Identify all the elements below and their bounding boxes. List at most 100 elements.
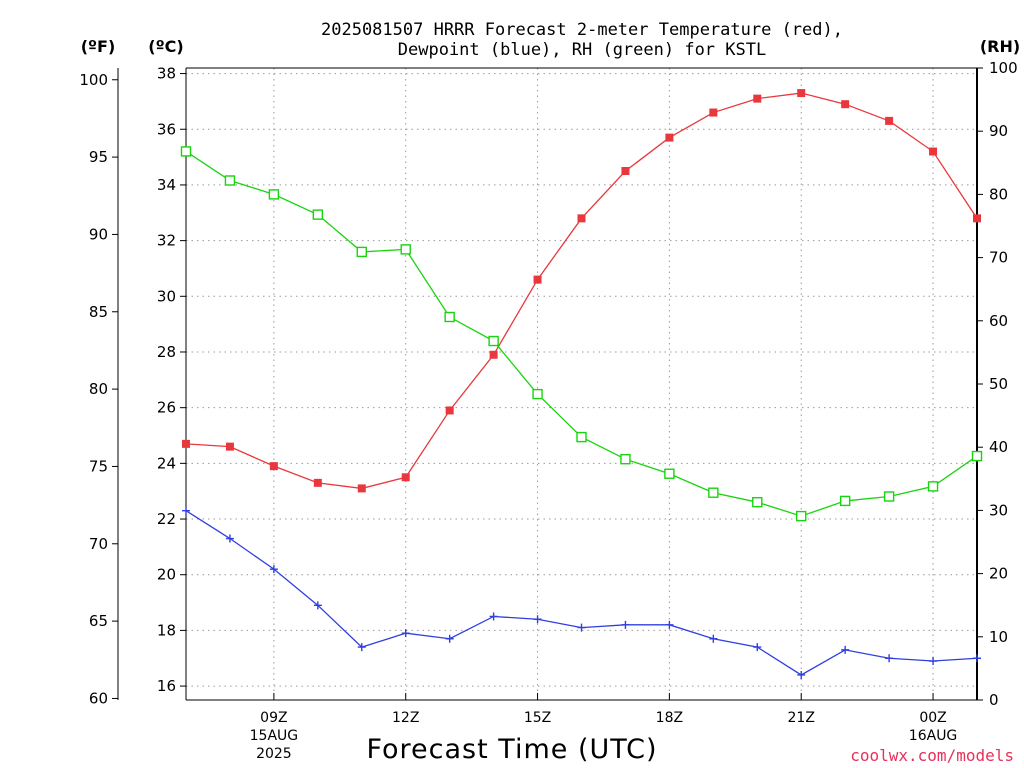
fahrenheit-tick-label: 80 (89, 380, 108, 398)
rh-tick-label: 100 (989, 59, 1018, 77)
temperature-line (185, 92, 978, 490)
rh-point (839, 495, 851, 507)
dewpoint-point (225, 534, 234, 543)
rh-tick-label: 20 (989, 565, 1008, 583)
dewpoint-series (182, 506, 981, 679)
celsius-tick-label: 22 (157, 510, 176, 528)
rh-tick-label: 40 (989, 438, 1008, 456)
celsius-tick-label: 28 (157, 343, 176, 361)
x-tick-label: 2025 (256, 746, 292, 762)
celsius-tick-label: 38 (157, 65, 176, 83)
rh-point (268, 189, 280, 200)
dewpoint-point (269, 565, 278, 574)
celsius-tick-label: 34 (157, 176, 176, 194)
axes: 6065707580859095100161820222426283032343… (79, 59, 1017, 762)
dewpoint-point (621, 620, 630, 629)
temperature-point (225, 442, 234, 451)
temperature-point (313, 478, 322, 487)
temperature-point (489, 350, 498, 359)
dewpoint-point (797, 670, 806, 679)
temperature-point (533, 275, 542, 284)
x-tick-label: 15AUG (250, 728, 299, 744)
rh-tick-label: 90 (989, 122, 1008, 140)
chart-title-line-2: Dewpoint (blue), RH (green) for KSTL (398, 40, 766, 60)
fahrenheit-tick-label: 75 (89, 457, 108, 475)
x-tick-label: 12Z (392, 710, 419, 726)
celsius-tick-label: 36 (157, 120, 176, 138)
celsius-axis-unit: (ºC) (148, 37, 183, 56)
temperature-point (929, 147, 938, 156)
dewpoint-point (665, 620, 674, 629)
dewpoint-point (885, 654, 894, 663)
temperature-point (753, 94, 762, 103)
dewpoint-point (709, 634, 718, 643)
temperature-point (621, 167, 630, 176)
rh-point (752, 496, 763, 508)
celsius-tick-label: 30 (157, 287, 176, 305)
rh-axis-unit: (RH) (980, 37, 1020, 56)
temperature-point (973, 214, 981, 223)
rh-point (576, 431, 587, 443)
temperature-point (577, 214, 586, 223)
rh-tick-label: 0 (989, 691, 999, 709)
x-tick-label: 09Z (260, 710, 287, 726)
x-tick-label: 00Z (919, 710, 946, 726)
rh-point (488, 335, 499, 347)
fahrenheit-tick-label: 65 (89, 612, 108, 630)
chart-title-line-1: 2025081507 HRRR Forecast 2-meter Tempera… (321, 20, 843, 40)
fahrenheit-tick-label: 85 (89, 303, 108, 321)
dewpoint-point (841, 645, 850, 654)
dewpoint-point (445, 634, 454, 643)
rh-point (400, 244, 411, 255)
rh-series (180, 146, 983, 522)
celsius-tick-label: 20 (157, 566, 176, 584)
rh-point (180, 146, 192, 157)
rh-point (444, 311, 455, 323)
rh-point (796, 510, 807, 522)
fahrenheit-tick-label: 100 (79, 71, 108, 89)
dewpoint-point (973, 654, 981, 663)
rh-point (971, 450, 983, 462)
credit-text: coolwx.com/models (850, 746, 1014, 765)
fahrenheit-axis-unit: (ºF) (81, 37, 116, 56)
dewpoint-point (753, 643, 762, 652)
rh-point (224, 175, 236, 186)
rh-point (356, 246, 367, 258)
temperature-point (445, 406, 454, 415)
dewpoint-point (577, 623, 586, 632)
dewpoint-line (185, 510, 978, 676)
x-tick-label: 16AUG (909, 728, 958, 744)
data-series (180, 89, 983, 679)
dewpoint-point (489, 612, 498, 621)
temperature-point (182, 439, 190, 448)
temperature-point (709, 108, 718, 117)
celsius-tick-label: 18 (157, 621, 176, 639)
x-axis-label: Forecast Time (UTC) (366, 734, 657, 765)
rh-line (185, 150, 978, 517)
celsius-tick-label: 24 (157, 454, 176, 472)
temperature-series (182, 89, 981, 493)
fahrenheit-tick-label: 90 (89, 225, 108, 243)
dewpoint-point (182, 506, 190, 515)
rh-point (883, 491, 895, 502)
temperature-point (357, 484, 366, 493)
dewpoint-point (401, 629, 410, 638)
rh-tick-label: 80 (989, 185, 1008, 203)
rh-point (312, 209, 324, 220)
x-tick-label: 21Z (788, 710, 815, 726)
rh-tick-label: 60 (989, 312, 1008, 330)
x-tick-label: 18Z (656, 710, 683, 726)
rh-point (664, 468, 675, 479)
celsius-tick-label: 26 (157, 399, 176, 417)
rh-tick-label: 70 (989, 249, 1008, 267)
grid-lines (186, 68, 977, 700)
rh-tick-label: 10 (989, 628, 1008, 646)
fahrenheit-tick-label: 95 (89, 148, 108, 166)
x-tick-label: 15Z (524, 710, 551, 726)
rh-point (708, 487, 719, 498)
fahrenheit-tick-label: 60 (89, 689, 108, 707)
dewpoint-point (357, 643, 366, 652)
rh-point (532, 388, 543, 400)
dewpoint-point (533, 615, 542, 624)
